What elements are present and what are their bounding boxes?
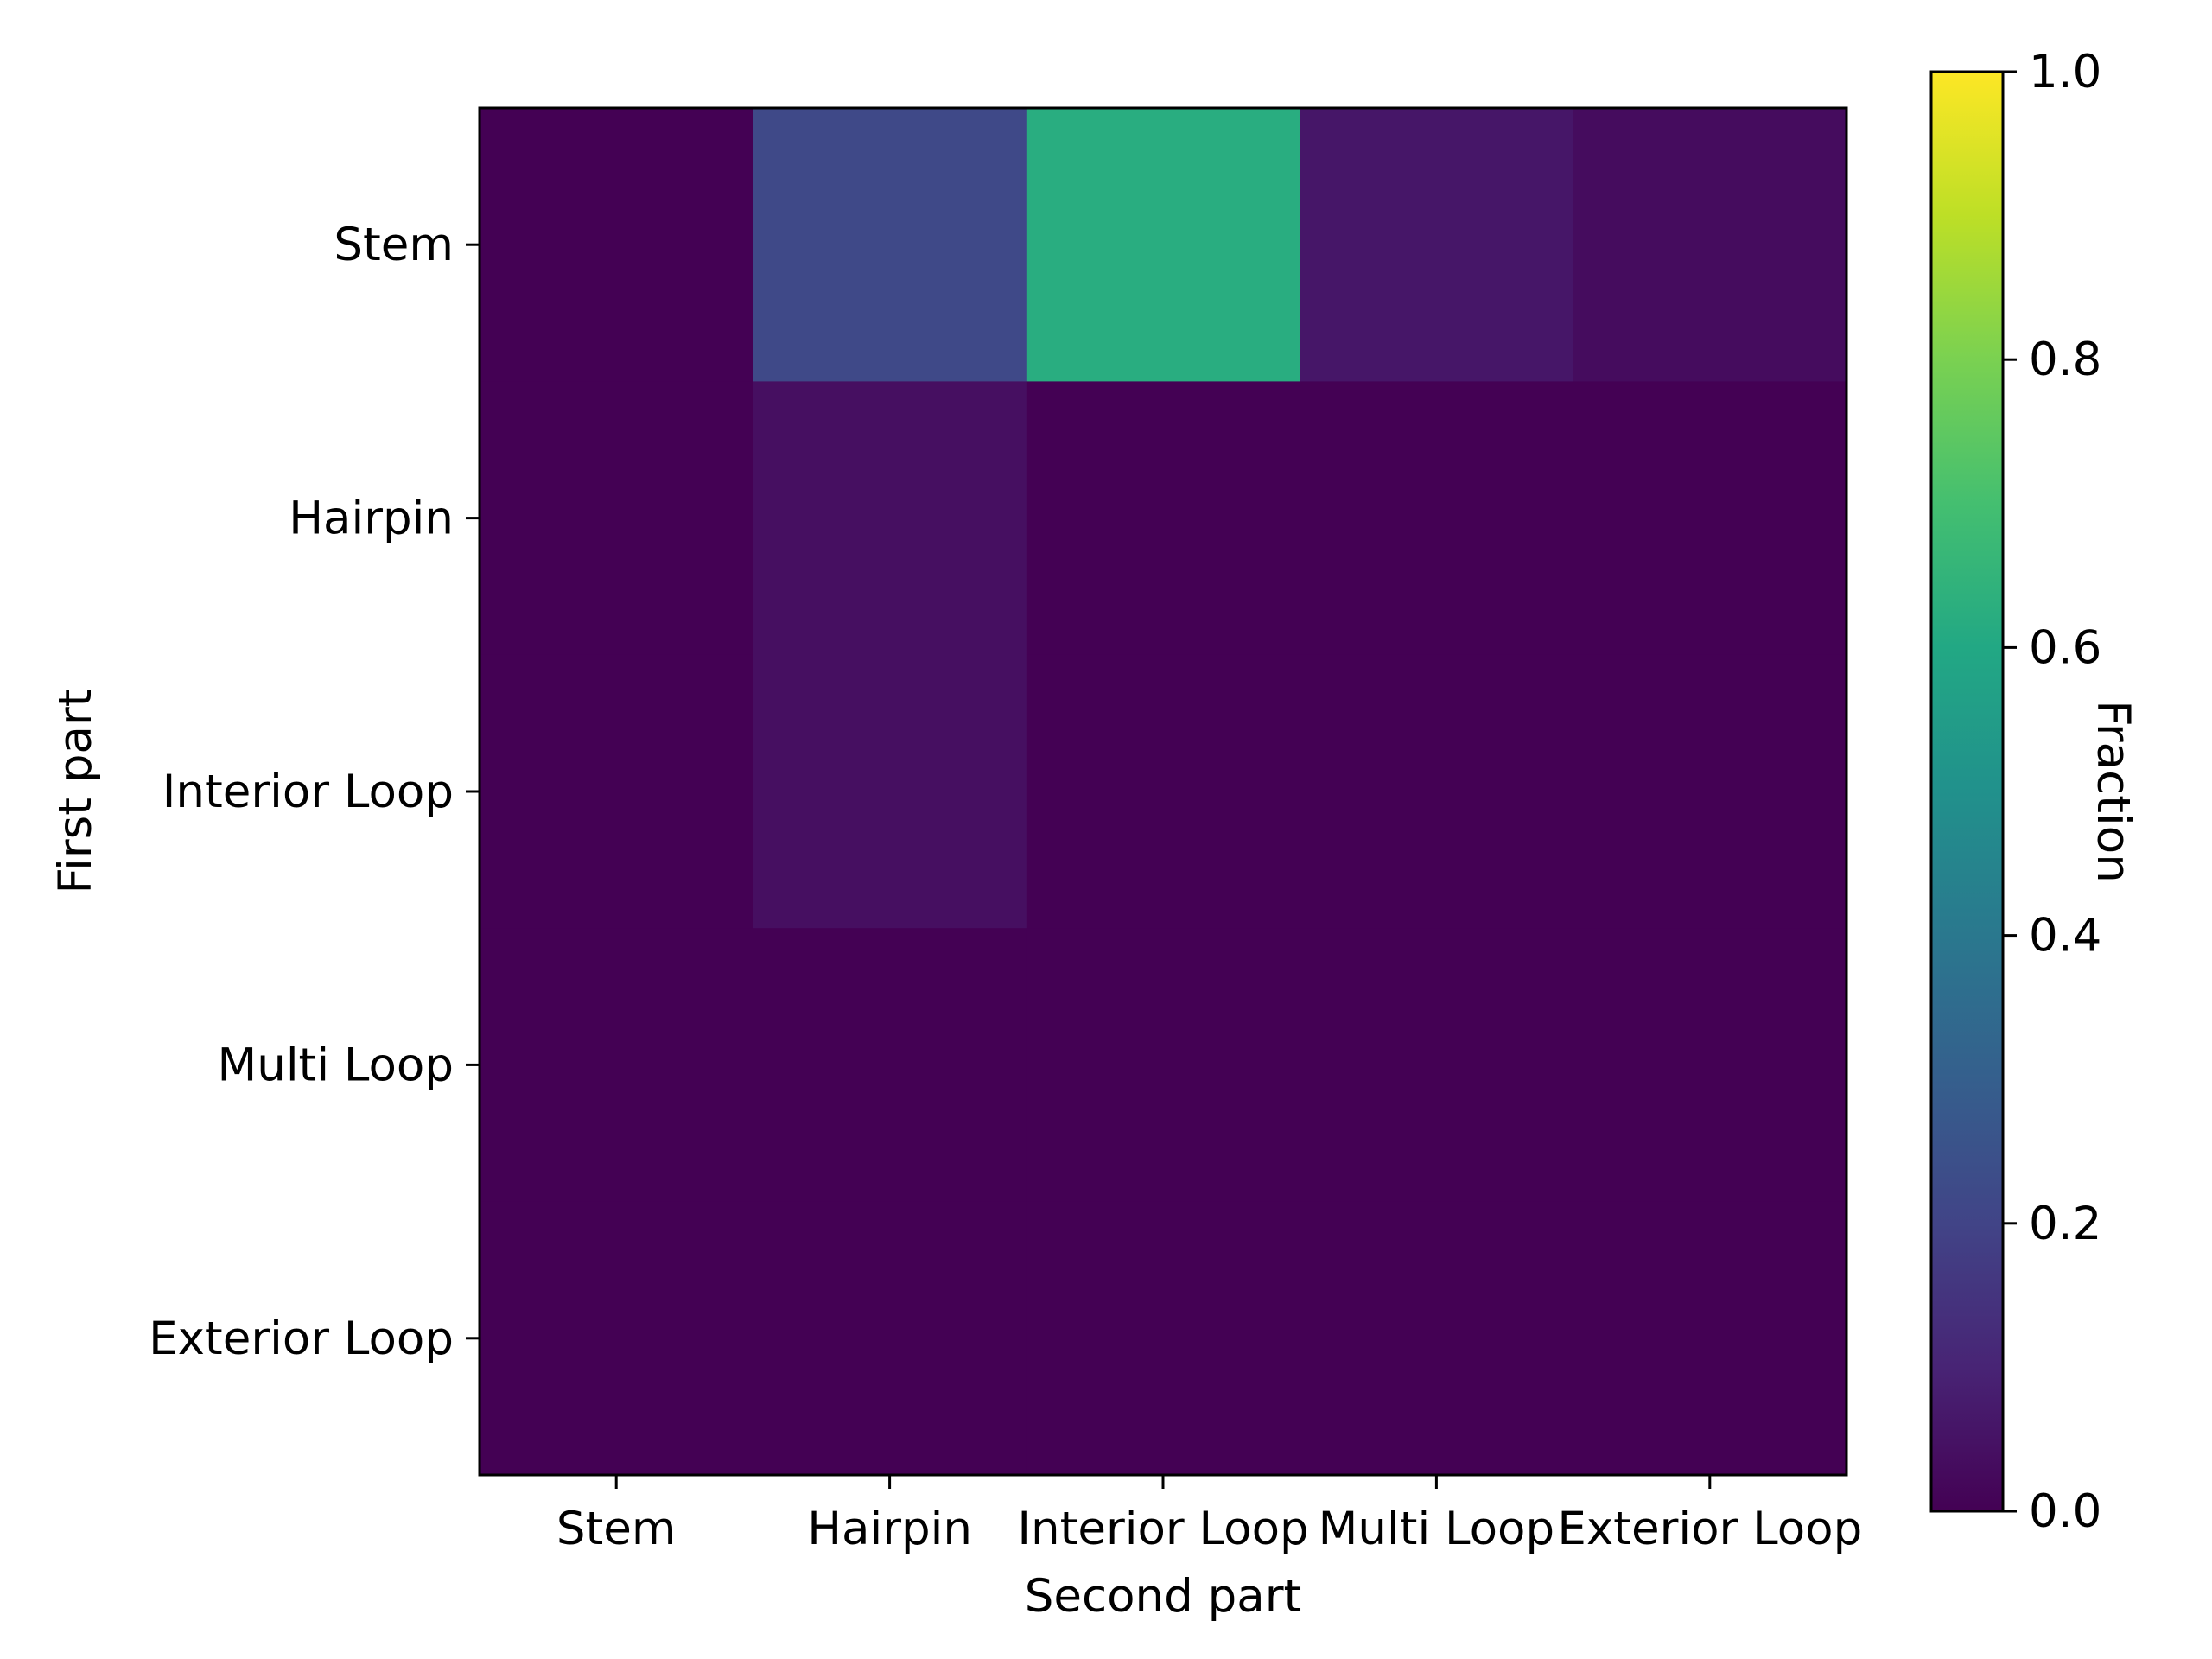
heatmap-cell [1573, 928, 1847, 1203]
heatmap-cell [1573, 108, 1847, 382]
heatmap-cells [480, 108, 1847, 1476]
colorbar-tick-label: 0.2 [2029, 1198, 2101, 1250]
heatmap-cell [1300, 654, 1574, 929]
colorbar-label: Fraction [2087, 700, 2139, 883]
heatmap-cell [1300, 928, 1574, 1203]
colorbar-tick-label: 0.4 [2029, 910, 2101, 963]
heatmap-cell [1573, 654, 1847, 929]
heatmap-cell [1026, 1201, 1300, 1476]
y-tick-label: Multi Loop [218, 1039, 454, 1091]
heatmap-cell [1300, 108, 1574, 382]
heatmap-cell [753, 381, 1027, 656]
x-tick-label: Interior Loop [1017, 1503, 1308, 1555]
heatmap-cell [753, 108, 1027, 382]
colorbar-tick-label: 0.0 [2029, 1485, 2101, 1538]
heatmap-cell [480, 381, 753, 656]
x-tick-label: Exterior Loop [1557, 1503, 1862, 1555]
heatmap-cell [480, 108, 753, 382]
y-tick-label: Interior Loop [162, 766, 454, 818]
heatmap-cell [480, 654, 753, 929]
heatmap-cell [1026, 381, 1300, 656]
y-axis: Stem Hairpin Interior Loop Multi Loop Exteri… [149, 219, 480, 1365]
heatmap-cell [1300, 381, 1574, 656]
heatmap-cell [480, 1201, 753, 1476]
y-axis-label: First part [49, 689, 102, 893]
x-tick-label: Multi Loop [1319, 1503, 1555, 1555]
colorbar-ticks: 0.0 0.2 0.4 0.6 0.8 1.0 [2003, 46, 2101, 1538]
colorbar-tick-label: 0.6 [2029, 621, 2101, 674]
x-tick-label: Hairpin [807, 1503, 972, 1555]
x-axis-label: Second part [1025, 1570, 1302, 1623]
heatmap-cell [753, 1201, 1027, 1476]
colorbar-tick-label: 0.8 [2029, 334, 2101, 386]
y-tick-label: Exterior Loop [149, 1313, 454, 1365]
heatmap-cell [1573, 1201, 1847, 1476]
x-axis: Stem Hairpin Interior Loop Multi Loop Exteri… [556, 1475, 1862, 1555]
x-tick-label: Stem [556, 1503, 677, 1555]
heatmap-cell [1026, 108, 1300, 382]
colorbar-tick-label: 1.0 [2029, 46, 2101, 99]
y-tick-label: Hairpin [289, 493, 454, 545]
heatmap-cell [1026, 928, 1300, 1203]
heatmap-cell [1573, 381, 1847, 656]
heatmap-cell [1300, 1201, 1574, 1476]
colorbar [1929, 70, 2005, 1513]
heatmap-cell [1026, 654, 1300, 929]
heatmap-cell [753, 654, 1027, 929]
heatmap-cell [480, 928, 753, 1203]
y-tick-label: Stem [334, 219, 454, 271]
heatmap-cell [753, 928, 1027, 1203]
